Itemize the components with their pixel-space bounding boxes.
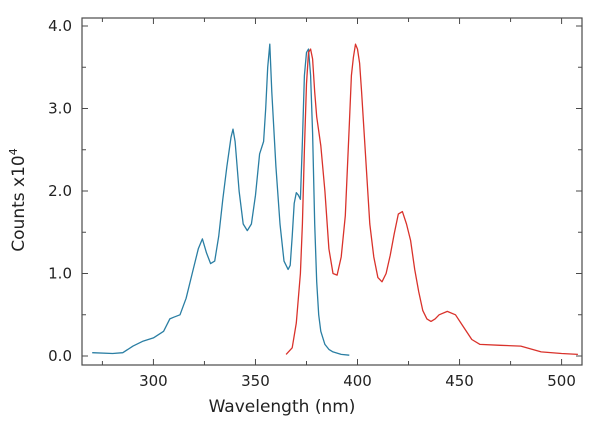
y-tick-label: 1.0 bbox=[48, 265, 72, 283]
x-tick-label: 450 bbox=[445, 372, 474, 390]
y-axis-title: Counts x104 bbox=[7, 148, 29, 251]
x-tick-label: 400 bbox=[343, 372, 372, 390]
x-tick-label: 300 bbox=[139, 372, 168, 390]
x-tick-label: 500 bbox=[547, 372, 576, 390]
series-line-2 bbox=[285, 43, 578, 356]
y-axis-title-text: Counts x10 bbox=[9, 155, 29, 251]
x-tick-label: 350 bbox=[241, 372, 270, 390]
x-axis: 300 350 400 450 500 bbox=[101, 18, 576, 390]
y-axis-title-exponent: 4 bbox=[7, 148, 20, 155]
series-line-1 bbox=[92, 43, 350, 356]
x-axis-title: Wavelength (nm) bbox=[209, 397, 356, 417]
y-tick-label: 2.0 bbox=[48, 182, 72, 200]
y-tick-label: 4.0 bbox=[48, 17, 72, 35]
y-tick-label: 3.0 bbox=[48, 100, 72, 118]
series-layer bbox=[92, 43, 578, 356]
y-axis: 0.0 1.0 2.0 3.0 4.0 bbox=[48, 17, 582, 365]
y-tick-label: 0.0 bbox=[48, 347, 72, 365]
plot-frame bbox=[81, 17, 583, 366]
